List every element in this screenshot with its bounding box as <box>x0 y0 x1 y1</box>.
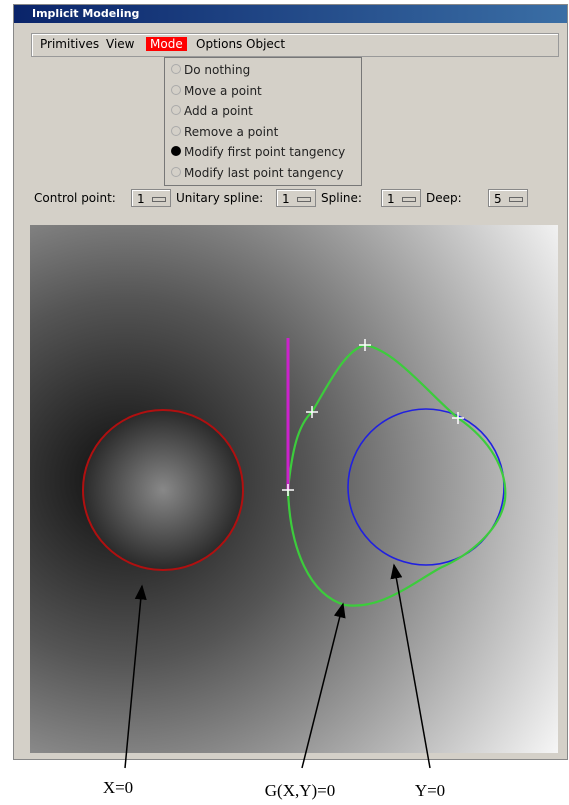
menu-option[interactable]: Add a point <box>165 101 361 122</box>
annotation: G(X,Y)=0 <box>265 781 336 800</box>
option-label: Modify last point tangency <box>184 165 344 180</box>
menu-option[interactable]: Remove a point <box>165 122 361 143</box>
radio <box>171 166 181 177</box>
menu-option[interactable]: Do nothing <box>165 60 361 81</box>
radio <box>171 146 181 156</box>
arrow <box>124 584 147 769</box>
field-label: Control point: <box>34 191 116 205</box>
annotation: Y=0 <box>415 781 445 800</box>
menu-item[interactable]: View <box>106 37 135 51</box>
field-label: Unitary spline: <box>176 191 264 205</box>
menu-item[interactable]: Object <box>246 37 286 51</box>
annotation: X=0 <box>103 778 133 797</box>
spin-box[interactable]: 5 <box>488 189 528 207</box>
menu-option[interactable]: Move a point <box>165 81 361 102</box>
spin-box[interactable]: 1 <box>381 189 421 207</box>
radio <box>171 125 181 136</box>
option-label: Move a point <box>184 83 262 98</box>
radio <box>171 84 181 95</box>
x-curve <box>82 409 244 571</box>
menu-item[interactable]: Primitives <box>40 37 100 51</box>
menu-item[interactable]: Mode <box>146 37 187 51</box>
menu-option[interactable]: Modify first point tangency <box>165 142 361 163</box>
option-label: Add a point <box>184 104 253 118</box>
menu-option[interactable]: Modify last point tangency <box>165 163 361 184</box>
spin-box[interactable]: 1 <box>131 189 171 207</box>
title-bar: Implicit Modeling <box>14 5 567 23</box>
option-label: Do nothing <box>184 63 251 77</box>
arrow <box>301 602 346 769</box>
spin-box[interactable]: 1 <box>276 189 316 207</box>
option-label: Modify first point tangency <box>184 145 346 159</box>
option-label: Remove a point <box>184 124 279 139</box>
dropdown-menu: Do nothing Move a point Add a point Remo… <box>164 57 362 186</box>
menu-bar: Primitives View Mode Options Object <box>31 33 559 57</box>
menu-item[interactable]: Options <box>196 37 243 51</box>
radio <box>171 64 181 74</box>
control-points <box>282 339 464 496</box>
arrow <box>390 563 431 769</box>
field-label: Deep: <box>426 191 462 205</box>
field-label: Spline: <box>321 191 362 205</box>
radio <box>171 105 181 115</box>
